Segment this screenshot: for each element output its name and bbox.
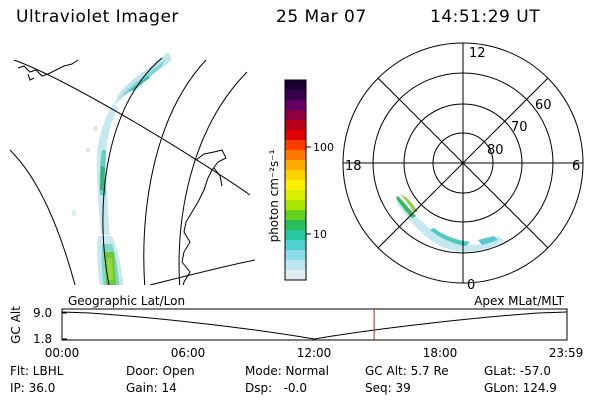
x-tick-1800: 18:00 xyxy=(423,346,458,360)
ip-readout: IP: 36.0 xyxy=(10,381,56,395)
x-tick-0600: 06:00 xyxy=(171,346,206,360)
colorbar-cell xyxy=(285,230,306,241)
colorbar-cell xyxy=(285,210,306,221)
latitude-arcs xyxy=(102,57,248,285)
mlt-label-6: 6 xyxy=(572,159,580,174)
colorbar-cell xyxy=(285,170,306,181)
polar-auroral-oval xyxy=(396,194,504,252)
color-scale-bar: 100 10 photon cm⁻²s⁻¹ xyxy=(267,79,334,281)
colorbar-cell xyxy=(285,120,306,131)
gc-alt-axis-title: GC Alt xyxy=(9,306,23,344)
colorbar-cell xyxy=(285,130,306,141)
colorbar-cell xyxy=(285,240,306,251)
colorbar-cell xyxy=(285,80,306,91)
colorbar-cell xyxy=(285,200,306,211)
colorbar-tick-100: 100 xyxy=(313,141,334,154)
x-tick-1200: 12:00 xyxy=(297,346,332,360)
colorbar-cell xyxy=(285,260,306,271)
colorbar-cell xyxy=(285,90,306,101)
observation-date: 25 Mar 07 xyxy=(276,7,367,27)
glon-readout: GLon: 124.9 xyxy=(484,381,557,395)
instrument-title: Ultraviolet Imager xyxy=(16,7,179,27)
altitude-timeline: Geographic Lat/Lon Apex MLat/MLT GC Alt … xyxy=(9,294,583,360)
observation-time: 14:51:29 UT xyxy=(430,7,541,27)
x-tick-0000: 00:00 xyxy=(45,346,80,360)
dsp-readout: Dsp: -0.0 xyxy=(245,381,308,395)
ring-label-80: 80 xyxy=(487,143,504,158)
mlt-label-18: 18 xyxy=(345,159,362,174)
colorbar-cell xyxy=(285,110,306,121)
gc-alt-readout: GC Alt: 5.7 Re xyxy=(365,364,449,378)
geographic-label: Geographic Lat/Lon xyxy=(68,294,185,308)
filter-readout: Flt: LBHL xyxy=(10,364,64,378)
auroral-emission-band xyxy=(72,52,172,285)
y-tick-9: 9.0 xyxy=(33,306,52,320)
colorbar-cell xyxy=(285,150,306,161)
colorbar-cell xyxy=(285,140,306,151)
polar-mlt-plot: 80 70 60 12 18 6 0 xyxy=(342,42,584,293)
colorbar-cell xyxy=(285,180,306,191)
timeline-frame xyxy=(61,308,568,341)
altitude-curve xyxy=(61,311,568,340)
glat-readout: GLat: -57.0 xyxy=(484,364,551,378)
gain-readout: Gain: 14 xyxy=(126,381,177,395)
apex-label: Apex MLat/MLT xyxy=(474,294,564,308)
colorbar-cell xyxy=(285,270,306,281)
colorbar-unit-label: photon cm⁻²s⁻¹ xyxy=(267,149,281,242)
colorbar-cell xyxy=(285,250,306,261)
coastline xyxy=(17,59,227,285)
colorbar-tick-10: 10 xyxy=(313,228,327,241)
ring-label-70: 70 xyxy=(511,120,528,135)
colorbar-cell xyxy=(285,220,306,231)
colorbar-cell xyxy=(285,160,306,171)
mlt-label-0: 0 xyxy=(467,278,475,293)
y-tick-1-8: 1.8 xyxy=(33,332,52,346)
longitude-lines xyxy=(9,59,256,285)
door-readout: Door: Open xyxy=(126,364,195,378)
ring-label-60: 60 xyxy=(535,98,552,113)
x-tick-2359: 23:59 xyxy=(549,346,584,360)
colorbar-cell xyxy=(285,100,306,111)
colorbar-cell xyxy=(285,190,306,201)
seq-readout: Seq: 39 xyxy=(365,381,411,395)
mlt-label-12: 12 xyxy=(469,46,486,61)
diag-line-b xyxy=(377,77,549,249)
geographic-map-panel xyxy=(9,52,256,285)
mode-readout: Mode: Normal xyxy=(245,364,329,378)
